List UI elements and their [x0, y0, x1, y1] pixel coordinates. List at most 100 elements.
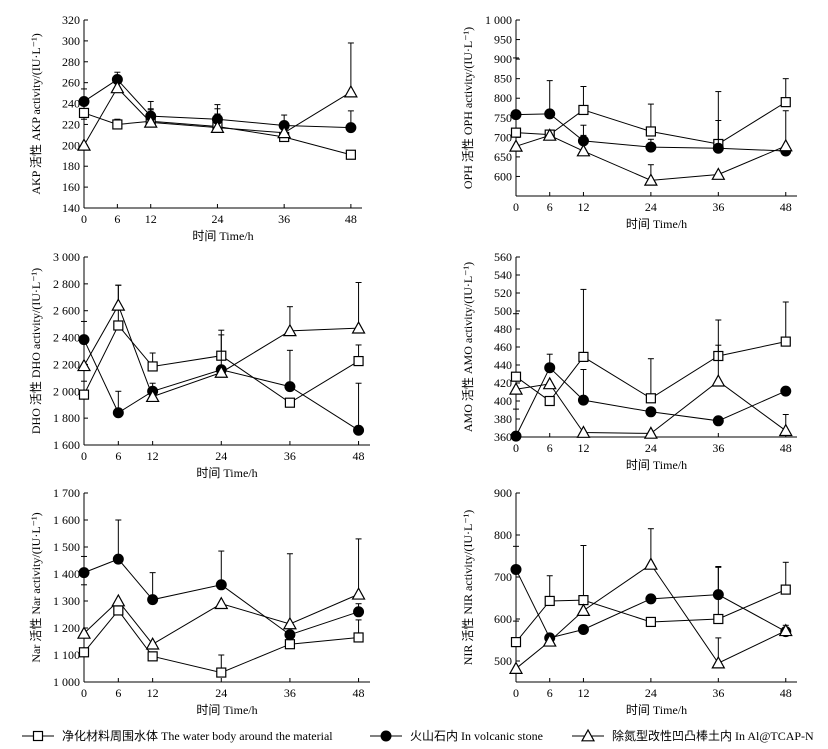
- chart-panel: 500 600 700 800 900 0 6 12 24 36 48 时间 Time/h NIR 活性…: [461, 486, 797, 717]
- square-marker: [645, 616, 656, 628]
- triangle-marker: [508, 139, 524, 152]
- circle-marker: [353, 606, 365, 618]
- y-tick-label: 440: [494, 358, 512, 372]
- y-tick-label: 220: [62, 117, 80, 131]
- triangle-marker: [778, 423, 793, 437]
- legend-label: 净化材料周围水体 The water body around the mater…: [62, 729, 333, 743]
- circle-marker: [284, 381, 296, 393]
- x-tick-label: 24: [645, 686, 657, 700]
- x-tick-label: 12: [577, 200, 589, 214]
- triangle-marker: [210, 120, 225, 133]
- chart-panel: 600 650 700 750 800 850 900 950 1 000 0 6 12 24 36 48 时…: [461, 13, 797, 231]
- series-triangle: [508, 344, 793, 439]
- x-tick-label: 24: [215, 686, 227, 700]
- x-tick-label: 0: [513, 200, 519, 214]
- y-tick-label: 1 500: [53, 540, 80, 554]
- square-marker: [78, 647, 90, 658]
- y-tick-label: 1 300: [53, 594, 80, 608]
- y-tick-label: 280: [62, 55, 80, 69]
- y-tick-label: 900: [494, 52, 512, 66]
- square-marker: [147, 361, 158, 372]
- triangle-marker: [542, 128, 557, 141]
- triangle-marker: [351, 320, 366, 334]
- x-tick-label: 12: [577, 441, 589, 455]
- y-tick-label: 420: [494, 376, 512, 390]
- triangle-marker: [214, 596, 229, 610]
- y-tick-label: 900: [494, 486, 512, 500]
- series-triangle: [76, 42, 358, 151]
- square-marker: [112, 119, 123, 130]
- triangle-marker: [277, 125, 292, 139]
- triangle-marker: [351, 587, 366, 600]
- y-tick-label: 460: [494, 340, 512, 354]
- y-tick-label: 240: [62, 97, 80, 111]
- chart-panel: 360 380 400 420 440 460 480 500 520 540 560 0 6 12 24 3…: [461, 250, 797, 472]
- square-marker: [510, 127, 522, 138]
- y-tick-label: 2 600: [53, 304, 80, 318]
- square-marker: [113, 605, 124, 616]
- square-marker: [578, 351, 589, 362]
- series-triangle: [76, 538, 366, 650]
- square-marker: [544, 395, 555, 407]
- square-marker: [510, 636, 522, 648]
- series-line: [83, 339, 359, 431]
- series-line: [83, 112, 352, 156]
- x-tick-label: 48: [780, 441, 792, 455]
- y-tick-label: 560: [494, 250, 512, 264]
- series-line: [515, 380, 787, 434]
- circle-marker: [284, 629, 296, 641]
- x-tick-label: 36: [284, 449, 296, 463]
- y-tick-label: 1 400: [53, 567, 80, 581]
- series-line: [515, 569, 787, 639]
- y-tick-label: 800: [494, 91, 512, 105]
- triangle-marker: [778, 138, 793, 152]
- y-tick-label: 700: [494, 570, 512, 584]
- triangle-marker: [576, 603, 591, 617]
- square-marker: [780, 336, 791, 347]
- y-axis-title: AKP 活性 AKP activity/(IU·L⁻¹): [29, 33, 43, 194]
- y-tick-label: 650: [494, 150, 512, 164]
- series-line: [83, 87, 352, 146]
- circle-marker: [577, 394, 589, 406]
- triangle-marker: [76, 626, 92, 639]
- x-tick-label: 36: [712, 686, 724, 700]
- triangle-marker: [711, 373, 726, 387]
- triangle-marker: [580, 728, 596, 742]
- triangle-marker: [145, 389, 160, 403]
- circle-marker: [712, 415, 724, 427]
- square-marker: [645, 393, 656, 404]
- series-line: [83, 558, 359, 636]
- square-marker: [780, 584, 791, 595]
- y-tick-label: 600: [494, 169, 512, 183]
- y-tick-label: 850: [494, 72, 512, 86]
- square-marker: [78, 107, 90, 119]
- legend-label: 火山石内 In volcanic stone: [410, 729, 543, 743]
- triangle-marker: [214, 365, 229, 378]
- x-axis-title: 时间 Time/h: [626, 703, 687, 717]
- y-tick-label: 1 100: [53, 648, 80, 662]
- x-tick-label: 48: [780, 200, 792, 214]
- y-tick-label: 140: [62, 201, 80, 215]
- x-tick-label: 12: [577, 686, 589, 700]
- square-marker: [284, 639, 296, 650]
- circle-marker: [645, 141, 657, 153]
- x-tick-label: 0: [81, 449, 87, 463]
- triangle-marker: [282, 616, 297, 630]
- y-tick-label: 2 000: [53, 384, 80, 398]
- x-tick-label: 12: [147, 449, 159, 463]
- y-tick-label: 1 000: [485, 13, 512, 27]
- square-marker: [713, 613, 724, 625]
- y-tick-label: 1 600: [53, 513, 80, 527]
- x-tick-label: 6: [547, 200, 553, 214]
- triangle-marker: [508, 661, 524, 674]
- triangle-marker: [111, 593, 126, 607]
- x-tick-label: 24: [645, 200, 657, 214]
- circle-marker: [645, 406, 657, 418]
- circle-marker: [544, 108, 556, 120]
- y-tick-label: 300: [62, 34, 80, 48]
- y-tick-label: 500: [494, 654, 512, 668]
- y-tick-label: 700: [494, 130, 512, 144]
- y-tick-label: 160: [62, 180, 80, 194]
- series-line: [515, 113, 786, 152]
- x-tick-label: 6: [114, 212, 120, 226]
